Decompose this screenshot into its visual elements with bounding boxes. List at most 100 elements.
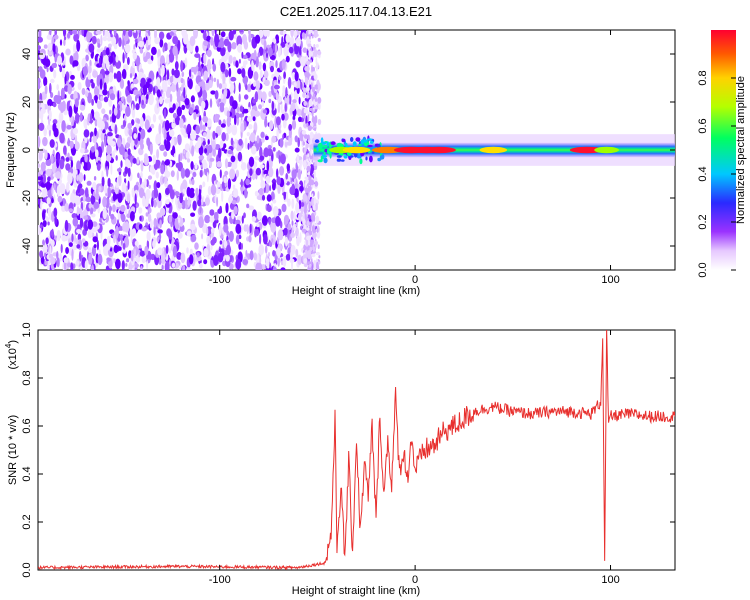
noise-blob <box>309 252 312 260</box>
noise-blob <box>179 193 184 204</box>
noise-blob <box>189 107 194 115</box>
colorbar-ticks: 0.0 0.2 0.4 0.6 0.8 <box>697 70 736 278</box>
noise-blob <box>76 175 79 182</box>
noise-blob <box>223 176 227 184</box>
noise-blob <box>207 185 212 196</box>
noise-blob <box>306 235 311 241</box>
noise-blob <box>302 193 307 202</box>
band-speckle <box>365 156 368 161</box>
noise-blob <box>132 52 137 60</box>
noise-blob <box>156 182 161 189</box>
noise-blob <box>271 179 277 184</box>
noise-blob <box>176 106 182 117</box>
band-speckle <box>321 148 325 152</box>
noise-blob <box>172 212 178 219</box>
noise-blob <box>279 138 284 148</box>
noise-blob <box>96 163 101 171</box>
noise-blob <box>202 132 207 137</box>
noise-blob <box>56 250 59 260</box>
noise-blob <box>241 34 248 45</box>
noise-blob <box>140 128 146 140</box>
noise-blob <box>272 266 277 270</box>
noise-blob <box>213 211 219 221</box>
noise-blob <box>287 198 291 207</box>
noise-blob <box>240 178 243 188</box>
noise-blob <box>102 49 107 56</box>
bottom-x-axis: -100 0 100 <box>209 330 620 586</box>
noise-blob <box>133 30 138 39</box>
noise-blob <box>246 224 249 235</box>
noise-blob <box>283 214 290 225</box>
noise-blob <box>53 62 57 68</box>
noise-blob <box>223 240 228 249</box>
noise-blob <box>122 37 125 50</box>
noise-blob <box>239 146 242 151</box>
noise-blob <box>254 110 261 117</box>
noise-blob <box>109 93 116 101</box>
noise-blob <box>162 46 165 53</box>
noise-blob <box>183 87 186 99</box>
noise-blob <box>138 244 142 249</box>
noise-blob <box>55 95 62 105</box>
noise-blob <box>280 153 286 165</box>
band-speckle <box>344 142 348 147</box>
band-peak <box>371 146 404 154</box>
noise-blob <box>308 202 311 211</box>
noise-blob <box>178 217 181 223</box>
noise-blob <box>239 30 243 33</box>
noise-blob <box>285 191 289 203</box>
noise-blob <box>307 249 312 256</box>
noise-blob <box>194 162 198 170</box>
noise-blob <box>101 176 105 187</box>
noise-blob <box>208 79 213 89</box>
noise-blob <box>275 60 278 69</box>
noise-blob <box>280 101 283 114</box>
noise-blob <box>294 147 300 153</box>
noise-blob <box>300 202 305 207</box>
noise-blob <box>92 136 97 144</box>
noise-blob <box>222 143 227 149</box>
noise-blob <box>171 122 176 129</box>
noise-blob <box>87 161 91 171</box>
noise-blob <box>295 222 298 227</box>
noise-blob <box>269 241 273 247</box>
noise-blob <box>275 116 281 126</box>
noise-blob <box>285 173 289 180</box>
noise-blob <box>312 81 315 89</box>
noise-blob <box>317 97 322 104</box>
noise-blob <box>237 43 243 53</box>
noise-blob <box>106 144 112 156</box>
band-speckle <box>336 155 342 158</box>
x-tick-label: 0 <box>412 574 418 586</box>
noise-blob <box>307 183 309 187</box>
noise-blob <box>109 116 112 123</box>
noise-blob <box>46 197 51 205</box>
noise-blob <box>210 239 216 246</box>
noise-blob <box>48 109 52 120</box>
noise-blob <box>195 45 199 53</box>
noise-blob <box>74 134 78 146</box>
noise-blob <box>264 79 270 87</box>
noise-blob <box>233 188 239 198</box>
noise-blob <box>147 175 153 180</box>
noise-blob <box>81 238 86 243</box>
spectrogram-panel: -100 0 100 -40 -20 0 20 40 Height of straight … <box>5 29 676 297</box>
noise-blob <box>138 207 143 214</box>
noise-blob <box>203 31 207 41</box>
noise-blob <box>296 108 302 116</box>
noise-blob <box>300 56 306 67</box>
noise-blob <box>133 89 139 96</box>
noise-blob <box>164 261 170 270</box>
noise-blob <box>267 47 273 57</box>
noise-blob <box>317 37 321 42</box>
noise-blob <box>112 150 115 159</box>
noise-blob <box>39 81 43 88</box>
noise-blob <box>67 32 71 39</box>
noise-blob <box>53 34 59 40</box>
noise-blob <box>172 112 177 119</box>
noise-blob <box>59 132 65 144</box>
noise-blob <box>190 130 197 141</box>
noise-blob <box>108 207 112 217</box>
noise-blob <box>253 81 257 87</box>
noise-blob <box>232 56 237 62</box>
